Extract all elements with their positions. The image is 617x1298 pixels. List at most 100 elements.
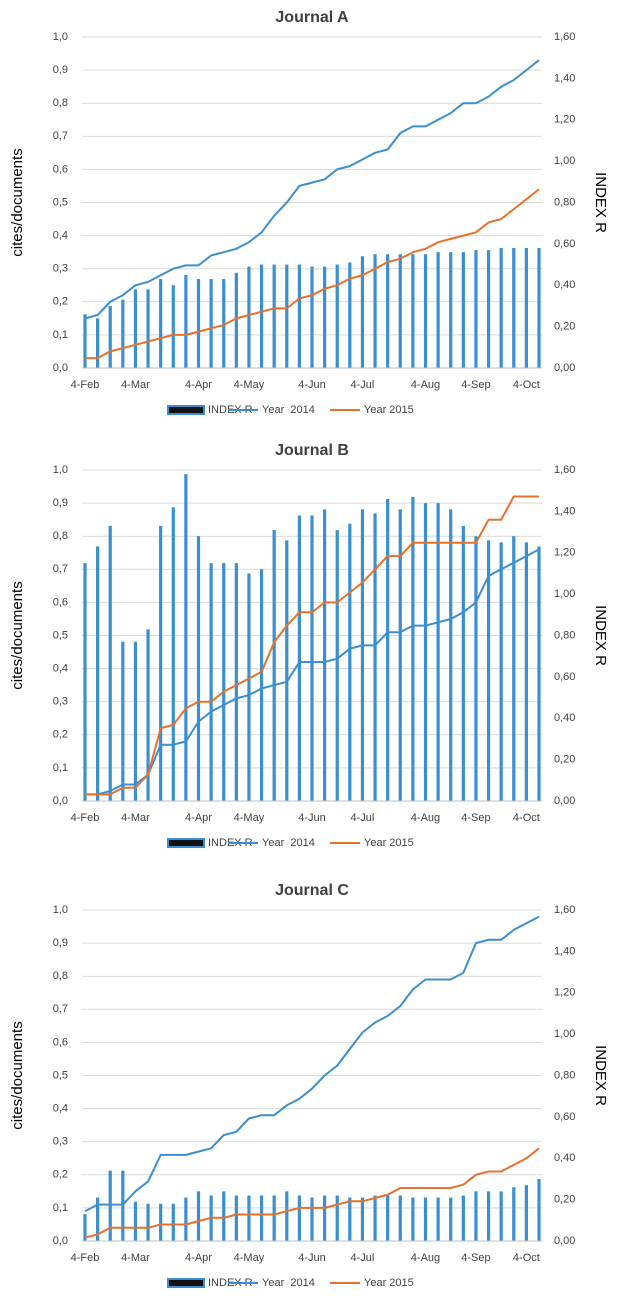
- bar: [222, 1191, 226, 1241]
- bar: [474, 250, 478, 368]
- bar: [348, 262, 352, 368]
- chart-title: Journal C: [275, 882, 349, 899]
- legend-label: Year 2015: [364, 1277, 414, 1289]
- bar: [398, 254, 402, 368]
- bar: [423, 254, 428, 368]
- y-tick-label: 0,3: [53, 1136, 68, 1148]
- bar: [449, 1197, 453, 1241]
- legend-label: Year 2014: [262, 1277, 315, 1289]
- y-tick-label: 0,5: [53, 629, 68, 641]
- bar: [360, 509, 365, 801]
- bar: [133, 641, 138, 801]
- legend-label: Year 2015: [364, 837, 414, 849]
- y2-tick-label: 0,20: [554, 754, 575, 766]
- bar: [171, 285, 175, 368]
- x-tick-label: 4-Jun: [298, 812, 326, 824]
- bar: [323, 266, 327, 368]
- y-tick-label: 0,7: [53, 130, 68, 142]
- x-tick-label: 4-Oct: [513, 1252, 540, 1264]
- x-tick-label: 4-Apr: [185, 812, 212, 824]
- y-tick-label: 0,1: [53, 329, 68, 341]
- bar: [373, 513, 377, 801]
- bar: [259, 1195, 264, 1241]
- y2-tick-label: 0,80: [554, 629, 575, 641]
- x-tick-label: 4-Apr: [185, 1252, 212, 1264]
- bar: [386, 254, 390, 368]
- bar: [83, 1214, 87, 1241]
- bar: [398, 509, 402, 801]
- y2-tick-label: 1,40: [554, 505, 575, 517]
- y-tick-label: 0,9: [53, 937, 68, 949]
- bar: [133, 289, 138, 368]
- y2-tick-label: 1,60: [554, 904, 575, 916]
- y2-tick-label: 0,00: [554, 1235, 575, 1247]
- chart-title: Journal B: [275, 442, 349, 459]
- bar: [272, 1195, 276, 1241]
- bar: [323, 1195, 327, 1241]
- y-axis-title: cites/documents: [9, 148, 26, 256]
- y-tick-label: 0,9: [53, 497, 68, 509]
- chart-title: Journal A: [275, 9, 349, 26]
- bar: [209, 279, 213, 368]
- y-tick-label: 0,6: [53, 1036, 68, 1048]
- bar: [83, 314, 87, 368]
- y-tick-label: 0,6: [53, 163, 68, 175]
- y2-tick-label: 0,60: [554, 1111, 575, 1123]
- x-tick-label: 4-Mar: [121, 379, 150, 391]
- y-tick-label: 0,3: [53, 263, 68, 275]
- y2-tick-label: 0,20: [554, 1194, 575, 1206]
- bar: [411, 1197, 415, 1241]
- y-tick-label: 0,2: [53, 1169, 68, 1181]
- x-tick-label: 4-Aug: [411, 379, 440, 391]
- bar: [297, 1195, 301, 1241]
- line: [84, 1147, 540, 1239]
- x-tick-label: 4-Aug: [411, 1252, 440, 1264]
- x-tick-label: 4-Jul: [351, 812, 375, 824]
- bar: [96, 1197, 100, 1241]
- bar: [499, 542, 503, 801]
- bar: [436, 503, 440, 801]
- bar: [524, 248, 528, 368]
- x-tick-label: 4-Sep: [461, 1252, 490, 1264]
- line: [85, 188, 540, 360]
- bar: [474, 1191, 478, 1241]
- y2-axis-title: INDEX R: [592, 172, 609, 233]
- y2-axis-title: INDEX R: [592, 605, 609, 666]
- bar: [108, 1170, 112, 1241]
- bar: [348, 523, 352, 801]
- bar: [310, 1197, 314, 1241]
- bar: [146, 289, 150, 368]
- x-tick-label: 4-Feb: [71, 379, 100, 391]
- y-tick-label: 0,0: [53, 1235, 68, 1247]
- bar: [512, 1187, 516, 1241]
- bar: [335, 264, 339, 368]
- bar: [196, 1191, 201, 1241]
- x-tick-label: 4-Oct: [513, 379, 540, 391]
- y-tick-label: 0,2: [53, 296, 68, 308]
- bar: [373, 254, 377, 368]
- y-tick-label: 0,3: [53, 696, 68, 708]
- bar: [184, 474, 188, 801]
- y2-tick-label: 1,60: [554, 31, 575, 43]
- bar: [499, 1191, 503, 1241]
- y2-tick-label: 0,80: [554, 1069, 575, 1081]
- bar: [373, 1195, 377, 1241]
- line: [85, 548, 540, 796]
- y-tick-label: 0,4: [53, 1103, 68, 1115]
- bar: [537, 248, 541, 368]
- bar: [537, 1178, 541, 1241]
- bar: [461, 525, 465, 801]
- x-tick-label: 4-Jul: [351, 379, 375, 391]
- y2-tick-label: 0,40: [554, 1152, 575, 1164]
- y2-tick-label: 1,40: [554, 72, 575, 84]
- bar: [335, 529, 339, 801]
- bar: [423, 503, 428, 801]
- y2-tick-label: 1,40: [554, 945, 575, 957]
- y-tick-label: 1,0: [53, 904, 68, 916]
- y-tick-label: 1,0: [53, 31, 68, 43]
- y-tick-label: 0,7: [53, 563, 68, 575]
- bar: [461, 252, 465, 368]
- x-tick-label: 4-May: [234, 812, 265, 824]
- y2-tick-label: 1,20: [554, 987, 575, 999]
